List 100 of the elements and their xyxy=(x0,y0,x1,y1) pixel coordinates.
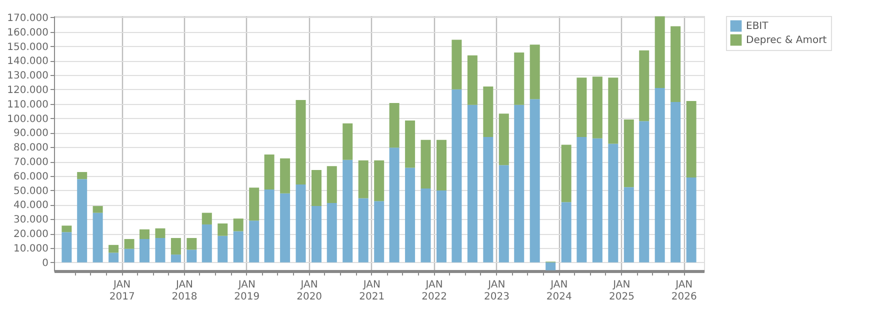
bar xyxy=(483,86,494,138)
y-tick-label: 60.000 xyxy=(14,171,48,182)
bar xyxy=(124,239,134,249)
x-tick-label: JAN 2026 xyxy=(671,280,697,302)
bar xyxy=(686,101,696,178)
legend-label: Deprec & Amort xyxy=(746,35,827,46)
y-tick-label: 70.000 xyxy=(14,157,48,168)
y-tick-label: 120.000 xyxy=(7,84,48,96)
y-tick-label: 50.000 xyxy=(14,186,48,197)
bar xyxy=(514,104,524,262)
bar xyxy=(233,231,244,262)
bar xyxy=(576,137,587,262)
bar xyxy=(170,254,181,262)
y-tick-label: 20.000 xyxy=(14,229,48,240)
bar xyxy=(639,121,650,262)
bar xyxy=(452,89,462,262)
bar xyxy=(280,193,290,262)
bar xyxy=(249,188,260,221)
bar xyxy=(624,119,634,188)
x-tick-label: JAN 2024 xyxy=(546,280,572,302)
bar xyxy=(405,168,416,262)
bar xyxy=(654,88,665,262)
bar xyxy=(608,144,618,262)
y-tick-label: 130.000 xyxy=(7,70,48,82)
y-tick-label: 100.000 xyxy=(7,114,48,125)
y-tick-label: 90.000 xyxy=(14,128,48,140)
bar xyxy=(233,218,244,232)
y-tick-label: 30.000 xyxy=(14,214,48,226)
bar xyxy=(296,184,306,262)
bar xyxy=(639,50,650,122)
bar xyxy=(312,170,322,206)
bar xyxy=(561,202,572,262)
bar xyxy=(202,224,212,262)
bar xyxy=(374,160,384,202)
bar xyxy=(670,26,681,102)
bar xyxy=(467,104,478,262)
y-tick-label: 10.000 xyxy=(14,243,48,254)
x-tick-label: JAN 2022 xyxy=(422,280,448,302)
legend-label: EBIT xyxy=(746,21,770,32)
x-tick-label: JAN 2019 xyxy=(234,280,260,302)
bar xyxy=(358,160,368,198)
bar xyxy=(436,190,446,262)
bar xyxy=(624,187,634,262)
bar xyxy=(202,212,212,224)
bar xyxy=(218,223,228,236)
x-tick-label: JAN 2023 xyxy=(484,280,510,302)
bar xyxy=(249,220,260,262)
bar xyxy=(436,140,446,190)
y-tick-label: 110.000 xyxy=(7,99,48,110)
bar xyxy=(186,250,197,262)
bar xyxy=(124,248,134,262)
bar xyxy=(264,154,274,190)
bar xyxy=(576,78,587,138)
bar xyxy=(546,262,556,270)
bar xyxy=(139,229,150,240)
bar xyxy=(389,148,400,262)
bar xyxy=(358,198,368,262)
bar xyxy=(62,232,72,262)
bar xyxy=(514,52,524,105)
bar xyxy=(296,100,306,185)
bar xyxy=(77,172,88,180)
bar xyxy=(530,44,540,100)
x-tick-label: JAN 2021 xyxy=(359,280,385,302)
y-tick-label: 160.000 xyxy=(7,27,48,38)
bar xyxy=(498,114,509,166)
bar xyxy=(218,236,228,262)
x-tick-label: JAN 2018 xyxy=(172,280,198,302)
bar xyxy=(342,123,353,160)
bar xyxy=(498,165,509,262)
bar xyxy=(420,140,431,188)
bar xyxy=(170,238,181,255)
bar xyxy=(452,40,462,90)
bar xyxy=(654,16,665,88)
x-tick-label: JAN 2017 xyxy=(109,280,135,302)
bar xyxy=(592,76,602,138)
bar xyxy=(108,252,119,262)
bar xyxy=(326,203,337,262)
bar xyxy=(389,103,400,148)
bar xyxy=(530,99,540,262)
bar xyxy=(92,212,103,262)
bar xyxy=(280,158,290,194)
bar xyxy=(592,138,602,262)
x-tick-label: JAN 2025 xyxy=(608,280,634,302)
bar xyxy=(670,102,681,262)
bar xyxy=(342,160,353,262)
bar xyxy=(374,201,384,262)
bar xyxy=(608,78,618,144)
bar xyxy=(155,238,166,262)
bar xyxy=(420,188,431,262)
x-tick-label: JAN 2020 xyxy=(296,280,322,302)
bar xyxy=(77,179,88,262)
bar xyxy=(405,120,416,168)
bar xyxy=(155,228,166,238)
bar xyxy=(312,206,322,262)
y-tick-label: 0 xyxy=(42,258,48,269)
y-tick-label: 140.000 xyxy=(7,56,48,68)
bar xyxy=(92,206,103,213)
bar xyxy=(686,178,696,262)
bar xyxy=(326,166,337,203)
bar xyxy=(108,244,119,253)
